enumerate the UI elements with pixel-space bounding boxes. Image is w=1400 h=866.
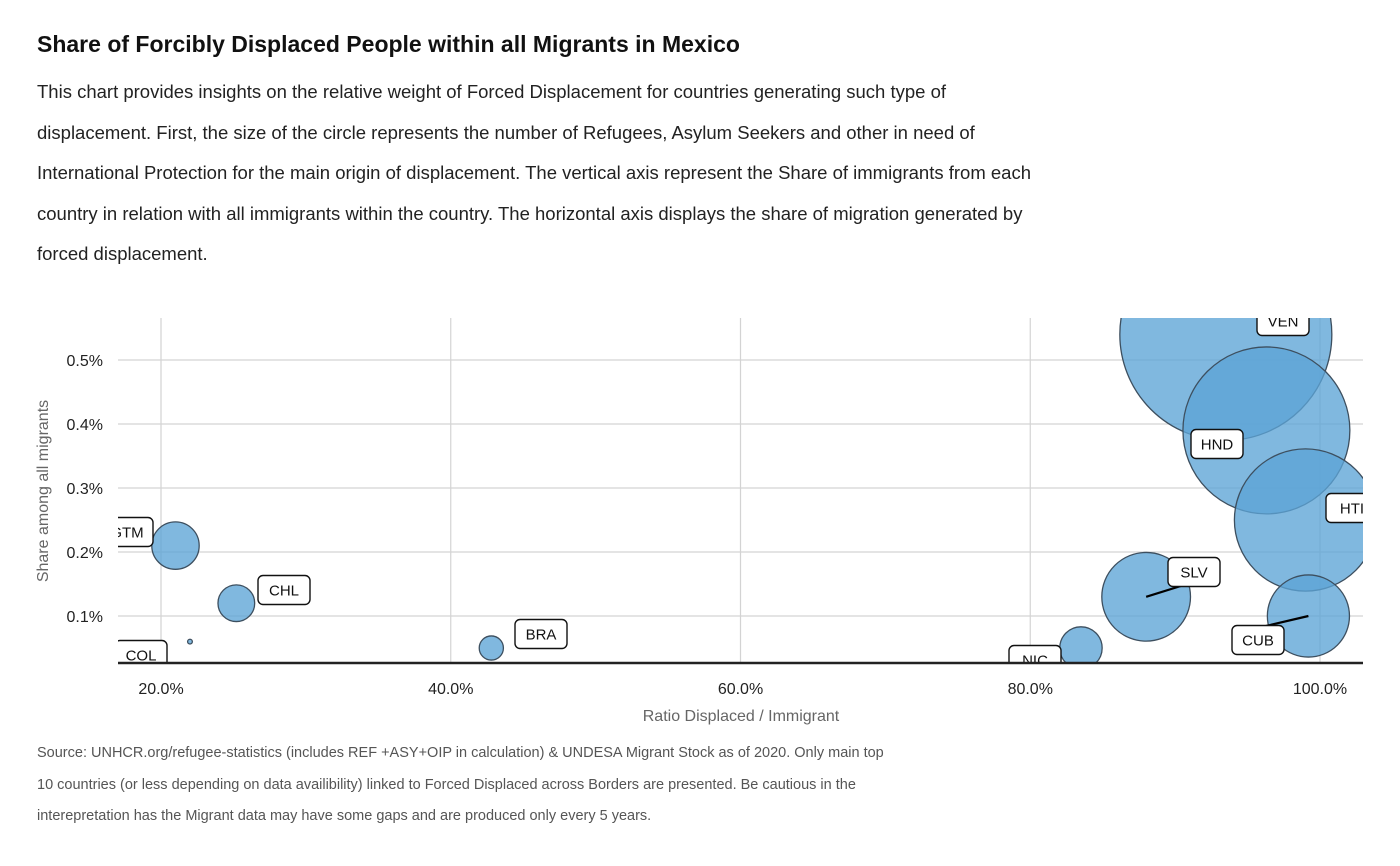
label-box-gtm	[118, 516, 154, 548]
label-box-cub	[1231, 624, 1285, 656]
bubble-labels: VEN HND HTI SLV CUB NIC GTM CHL BRA COL	[110, 314, 1364, 670]
label-box-hti	[1325, 492, 1363, 524]
bubble-col[interactable]	[186, 638, 193, 645]
y-tick-label: 0.5%	[67, 353, 103, 370]
label-box-col	[118, 639, 168, 664]
source-caption: Source: UNHCR.org/refugee-statistics (in…	[37, 745, 884, 824]
bubble-chl[interactable]	[217, 584, 256, 623]
x-tick-label: 100.0%	[1293, 681, 1347, 698]
x-tick-label: 80.0%	[1008, 681, 1053, 698]
bubble-bra[interactable]	[478, 635, 505, 661]
x-axis-ticks: 20.0% 40.0% 60.0% 80.0% 100.0%	[138, 681, 1347, 698]
bubble-label-slv: SLV	[1180, 565, 1207, 582]
label-box-bra	[514, 618, 568, 650]
label-box-slv	[1167, 556, 1221, 588]
leader-line-cub	[1265, 614, 1309, 628]
bubble-label-chl: CHL	[269, 583, 299, 600]
y-axis-ticks: 0.1% 0.2% 0.3% 0.4% 0.5%	[67, 353, 103, 626]
bubble-label-bra: BRA	[526, 627, 557, 644]
x-axis-title: Ratio Displaced / Immigrant	[643, 708, 840, 725]
bubble-label-ven: VEN	[1268, 314, 1299, 331]
bubble-label-gtm: GTM	[110, 525, 143, 542]
bubble-label-col: COL	[126, 648, 157, 665]
x-tick-label: 20.0%	[138, 681, 183, 698]
x-tick-label: 40.0%	[428, 681, 473, 698]
y-tick-label: 0.4%	[67, 417, 103, 434]
label-box-hnd	[1190, 428, 1244, 460]
bubble-label-hnd: HND	[1201, 437, 1234, 454]
label-box-ven	[1256, 318, 1310, 337]
bubble-label-nic: NIC	[1022, 653, 1048, 670]
y-tick-label: 0.1%	[67, 609, 103, 626]
bubble-gtm[interactable]	[151, 521, 200, 570]
y-tick-label: 0.3%	[67, 481, 103, 498]
plot-area: VEN HND HTI SLV CUB NIC GTM CHL BRA COL	[110, 314, 1364, 670]
x-tick-label: 60.0%	[718, 681, 763, 698]
bubble-label-cub: CUB	[1242, 633, 1274, 650]
label-box-nic	[1008, 644, 1062, 664]
y-axis-title: Share among all migrants	[35, 400, 52, 582]
bubble-label-hti: HTI	[1340, 501, 1364, 518]
label-box-chl	[257, 574, 311, 606]
chart-title: Share of Forcibly Displaced People withi…	[37, 31, 740, 57]
y-tick-label: 0.2%	[67, 545, 103, 562]
chart-subtitle: This chart provides insights on the rela…	[37, 81, 1032, 264]
